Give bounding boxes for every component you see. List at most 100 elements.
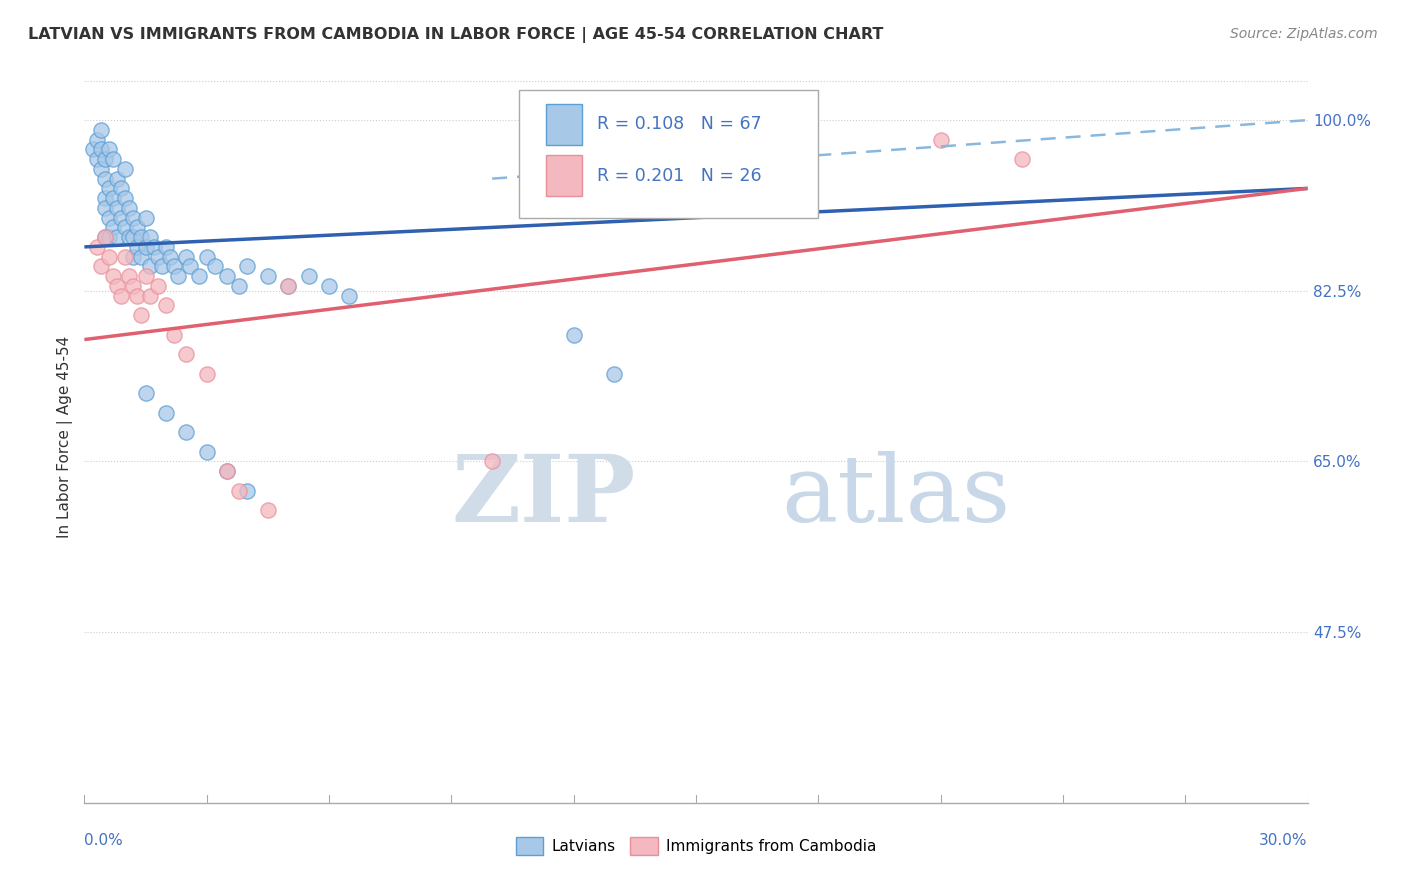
Point bbox=[135, 211, 157, 225]
Point bbox=[122, 211, 145, 225]
Point bbox=[93, 230, 115, 244]
Point bbox=[217, 464, 239, 478]
Point bbox=[138, 288, 160, 302]
Point bbox=[86, 152, 108, 166]
Text: 0.0%: 0.0% bbox=[84, 833, 124, 848]
Text: 30.0%: 30.0% bbox=[1260, 833, 1308, 848]
Point bbox=[93, 230, 115, 244]
Text: atlas: atlas bbox=[782, 450, 1011, 541]
Point bbox=[1011, 152, 1033, 166]
Point bbox=[138, 230, 160, 244]
Y-axis label: In Labor Force | Age 45-54: In Labor Force | Age 45-54 bbox=[58, 336, 73, 538]
Point bbox=[110, 181, 132, 195]
Point bbox=[155, 406, 177, 420]
Point bbox=[204, 260, 226, 274]
Point bbox=[146, 250, 169, 264]
Point bbox=[118, 201, 141, 215]
Text: Source: ZipAtlas.com: Source: ZipAtlas.com bbox=[1230, 27, 1378, 41]
Point bbox=[155, 298, 177, 312]
Text: LATVIAN VS IMMIGRANTS FROM CAMBODIA IN LABOR FORCE | AGE 45-54 CORRELATION CHART: LATVIAN VS IMMIGRANTS FROM CAMBODIA IN L… bbox=[28, 27, 883, 43]
Point bbox=[122, 230, 145, 244]
Point bbox=[481, 454, 503, 468]
Point bbox=[101, 220, 124, 235]
Point bbox=[90, 142, 112, 156]
Point bbox=[86, 240, 108, 254]
Point bbox=[114, 220, 136, 235]
Text: R = 0.108   N = 67: R = 0.108 N = 67 bbox=[598, 115, 762, 134]
Point bbox=[257, 269, 280, 284]
FancyBboxPatch shape bbox=[519, 90, 818, 218]
Point bbox=[97, 211, 120, 225]
Point bbox=[187, 269, 209, 284]
Point bbox=[150, 260, 173, 274]
Point bbox=[163, 327, 186, 342]
Point bbox=[82, 142, 104, 156]
Point bbox=[277, 279, 299, 293]
Legend: Latvians, Immigrants from Cambodia: Latvians, Immigrants from Cambodia bbox=[510, 831, 882, 861]
Text: R = 0.201   N = 26: R = 0.201 N = 26 bbox=[598, 167, 762, 185]
Point bbox=[122, 250, 145, 264]
Point bbox=[118, 230, 141, 244]
Point bbox=[101, 152, 124, 166]
Point bbox=[146, 279, 169, 293]
Text: ZIP: ZIP bbox=[451, 450, 636, 541]
Point bbox=[318, 279, 340, 293]
Point bbox=[142, 240, 165, 254]
Point bbox=[101, 191, 124, 205]
Point bbox=[339, 288, 361, 302]
Point bbox=[97, 142, 120, 156]
Point bbox=[155, 240, 177, 254]
Point bbox=[131, 230, 153, 244]
Point bbox=[195, 444, 218, 458]
Point bbox=[105, 279, 128, 293]
Point bbox=[929, 133, 952, 147]
Point bbox=[101, 269, 124, 284]
Point bbox=[97, 181, 120, 195]
Point bbox=[562, 327, 585, 342]
Point bbox=[97, 250, 120, 264]
Point bbox=[93, 191, 115, 205]
Point bbox=[135, 269, 157, 284]
Point bbox=[110, 288, 132, 302]
Point bbox=[217, 464, 239, 478]
Point bbox=[174, 347, 197, 361]
Point bbox=[93, 171, 115, 186]
Point bbox=[93, 152, 115, 166]
Point bbox=[105, 171, 128, 186]
Point bbox=[236, 260, 259, 274]
Point bbox=[298, 269, 321, 284]
Point bbox=[105, 230, 128, 244]
Point bbox=[127, 288, 149, 302]
Point bbox=[110, 211, 132, 225]
Bar bbox=[546, 104, 582, 145]
Bar bbox=[546, 155, 582, 195]
Point bbox=[86, 133, 108, 147]
Point bbox=[163, 260, 186, 274]
Point bbox=[277, 279, 299, 293]
Point bbox=[122, 279, 145, 293]
Point bbox=[236, 483, 259, 498]
Point bbox=[118, 269, 141, 284]
Point bbox=[195, 367, 218, 381]
Point bbox=[159, 250, 181, 264]
Point bbox=[135, 386, 157, 401]
Point bbox=[174, 425, 197, 440]
Point bbox=[105, 201, 128, 215]
Point bbox=[167, 269, 190, 284]
Point bbox=[228, 279, 250, 293]
Point bbox=[138, 260, 160, 274]
Point bbox=[114, 191, 136, 205]
Point bbox=[217, 269, 239, 284]
Point bbox=[174, 250, 197, 264]
Point bbox=[127, 220, 149, 235]
Point bbox=[135, 240, 157, 254]
Point bbox=[603, 367, 626, 381]
Point bbox=[127, 240, 149, 254]
Point bbox=[90, 161, 112, 176]
Point bbox=[97, 230, 120, 244]
Point bbox=[90, 123, 112, 137]
Point bbox=[114, 161, 136, 176]
Point bbox=[257, 503, 280, 517]
Point bbox=[90, 260, 112, 274]
Point bbox=[131, 308, 153, 322]
